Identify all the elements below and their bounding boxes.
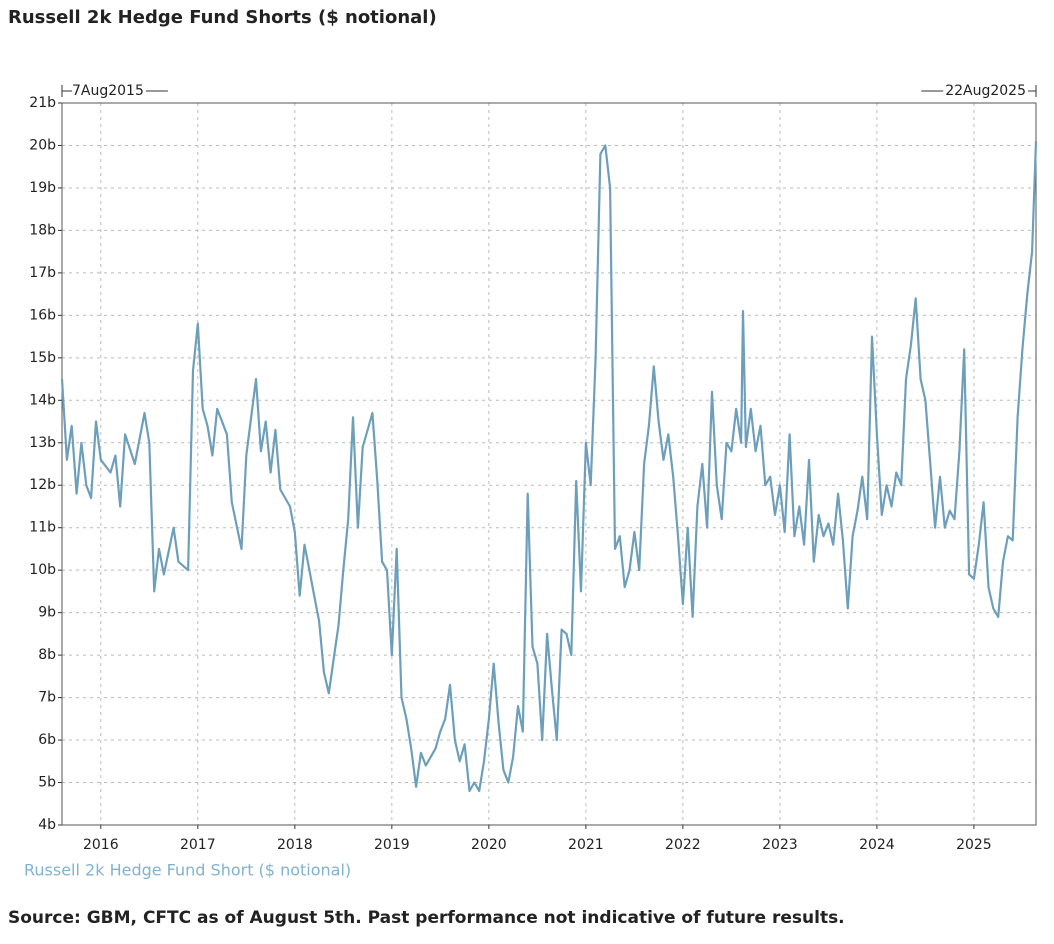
y-tick-label: 4b bbox=[38, 817, 56, 833]
x-tick-label: 2020 bbox=[471, 837, 507, 853]
y-tick-label: 10b bbox=[29, 562, 56, 578]
data-line bbox=[60, 141, 1038, 793]
y-tick-label: 17b bbox=[29, 265, 56, 281]
y-tick-label: 16b bbox=[29, 307, 56, 323]
footnote: Source: GBM, CFTC as of August 5th. Past… bbox=[8, 908, 845, 928]
legend-label: Russell 2k Hedge Fund Short ($ notional) bbox=[24, 861, 351, 880]
y-tick-label: 19b bbox=[29, 180, 56, 196]
x-tick-label: 2019 bbox=[374, 837, 410, 853]
y-tick-label: 7b bbox=[38, 690, 56, 706]
x-tick-label: 2024 bbox=[859, 837, 895, 853]
annotation: 7Aug2015 bbox=[72, 83, 144, 99]
chart-title: Russell 2k Hedge Fund Shorts ($ notional… bbox=[8, 7, 437, 28]
y-tick-label: 9b bbox=[38, 605, 56, 621]
y-tick-label: 18b bbox=[29, 222, 56, 238]
y-tick-label: 13b bbox=[29, 435, 56, 451]
y-tick-label: 8b bbox=[38, 647, 56, 663]
y-tick-label: 20b bbox=[29, 137, 56, 153]
plot-frame bbox=[61, 102, 1037, 826]
x-tick-label: 2025 bbox=[956, 837, 992, 853]
x-tick-label: 2023 bbox=[762, 837, 798, 853]
x-tick-label: 2018 bbox=[277, 837, 313, 853]
y-tick-label: 5b bbox=[38, 775, 56, 791]
x-tick-label: 2017 bbox=[180, 837, 216, 853]
x-tick-label: 2016 bbox=[83, 837, 119, 853]
y-tick-label: 6b bbox=[38, 732, 56, 748]
y-tick-label: 15b bbox=[29, 350, 56, 366]
y-tick-label: 11b bbox=[29, 520, 56, 536]
x-tick-label: 2022 bbox=[665, 837, 701, 853]
y-tick-label: 12b bbox=[29, 477, 56, 493]
y-tick-label: 21b bbox=[29, 95, 56, 111]
y-tick-label: 14b bbox=[29, 392, 56, 408]
annotation: 22Aug2025 bbox=[945, 83, 1026, 99]
x-tick-label: 2021 bbox=[568, 837, 604, 853]
